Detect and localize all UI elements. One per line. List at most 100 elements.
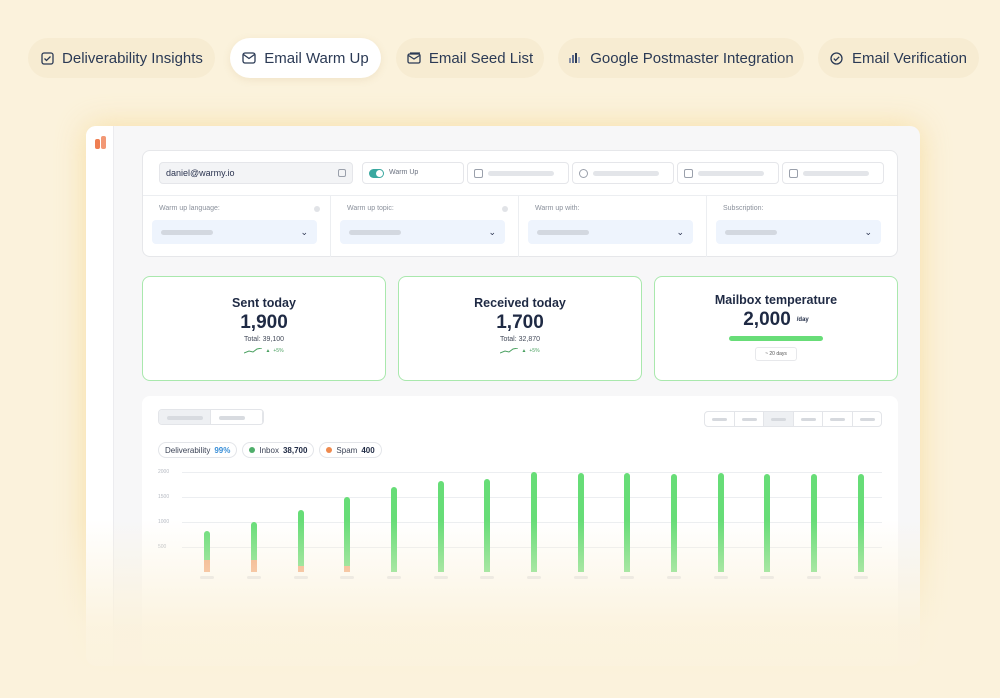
inbox-dot: [249, 447, 256, 453]
chevron-down-icon: ⌄: [864, 227, 872, 237]
view-option[interactable]: [159, 410, 211, 424]
chevron-down-icon: ⌄: [676, 227, 684, 237]
select-box[interactable]: ⌄: [152, 220, 317, 244]
check-square-icon: [40, 51, 54, 65]
deliverability-label: Deliverability: [165, 445, 211, 455]
tab-label: Deliverability Insights: [62, 49, 203, 67]
copy-icon[interactable]: [338, 169, 346, 177]
view-option[interactable]: [211, 410, 263, 424]
tab-label: Email Warm Up: [264, 49, 369, 67]
gear-icon: [579, 169, 588, 178]
spam-pill[interactable]: Spam 400: [319, 442, 382, 458]
select-box[interactable]: ⌄: [340, 220, 505, 244]
info-icon: [502, 206, 508, 212]
select-warmup-with: Warm up with: ⌄: [519, 196, 707, 257]
days-badge: ~ 20 days: [755, 347, 797, 361]
range-option[interactable]: [823, 412, 853, 426]
check-circle-icon: [830, 51, 844, 65]
inbox-value: 38,700: [282, 445, 308, 455]
inbox-pill[interactable]: Inbox 38,700: [242, 442, 315, 458]
chart-legend: Deliverability 99% Inbox 38,700 Spam 400: [158, 442, 382, 458]
settings-control-sync[interactable]: [467, 162, 569, 184]
select-label: Subscription:: [723, 205, 764, 212]
tab-label: Email Seed List: [428, 49, 534, 67]
mail-list-icon: [407, 51, 421, 65]
settings-control-gear[interactable]: [572, 162, 674, 184]
card-total: Total: 39,100: [243, 336, 285, 343]
sparkline-icon: [244, 348, 263, 354]
info-icon: [314, 206, 320, 212]
inbox-label: Inbox: [259, 445, 279, 455]
tab-label: Google Postmaster Integration: [590, 49, 794, 67]
bars-icon: [568, 51, 582, 65]
settings-control-schedule[interactable]: [782, 162, 884, 184]
chevron-down-icon: ⌄: [488, 227, 496, 237]
tab-deliverability-insights[interactable]: Deliverability Insights: [28, 38, 215, 78]
chart-view-switch: [158, 409, 264, 425]
received-today-card: Received today 1,700 Total: 32,870 ▲ +5%: [398, 276, 642, 381]
placeholder: [725, 230, 777, 235]
placeholder: [161, 230, 213, 235]
select-label: Warm up language:: [159, 205, 220, 212]
spam-label: Spam: [336, 445, 358, 455]
mailbox-email-field[interactable]: daniel@warmy.io: [159, 162, 353, 184]
card-value-row: 2,000/day: [655, 309, 897, 331]
tab-email-warm-up[interactable]: Email Warm Up: [230, 38, 381, 78]
range-option[interactable]: [794, 412, 823, 426]
warmup-toggle-label: Warm Up: [389, 169, 419, 176]
select-warmup-language: Warm up language: ⌄: [143, 196, 331, 257]
schedule-icon: [789, 169, 798, 178]
up-arrow-icon: ▲: [521, 348, 527, 354]
deliverability-value: 99%: [214, 445, 231, 455]
y-tick-label: 2000: [158, 469, 170, 475]
bottom-fade: [0, 520, 1000, 698]
select-label: Warm up topic:: [347, 205, 394, 212]
placeholder: [593, 171, 659, 176]
warmup-toggle-control[interactable]: Warm Up: [362, 162, 464, 184]
tab-email-seed-list[interactable]: Email Seed List: [396, 38, 544, 78]
card-title: Mailbox temperature: [714, 293, 838, 307]
placeholder: [488, 171, 554, 176]
card-value: 1,700: [496, 312, 544, 333]
sparkline-icon: [500, 348, 519, 354]
range-option[interactable]: [705, 412, 735, 426]
deliverability-pill: Deliverability 99%: [158, 442, 238, 458]
card-title: Received today: [474, 296, 566, 310]
range-option[interactable]: [853, 412, 882, 426]
warmy-logo: [95, 136, 107, 150]
chevron-down-icon: ⌄: [300, 227, 308, 237]
tab-email-verification[interactable]: Email Verification: [818, 38, 979, 78]
spam-value: 400: [361, 445, 375, 455]
placeholder: [349, 230, 401, 235]
trend-indicator: ▲ +5%: [399, 348, 641, 354]
tab-google-postmaster-integration[interactable]: Google Postmaster Integration: [558, 38, 804, 78]
range-option[interactable]: [735, 412, 764, 426]
warmup-toggle[interactable]: [369, 169, 384, 178]
select-subscription: Subscription: ⌄: [707, 196, 895, 257]
card-total: Total: 32,870: [499, 336, 541, 343]
select-box[interactable]: ⌄: [528, 220, 693, 244]
mailbox-settings: daniel@warmy.io Warm Up Warm up language…: [142, 150, 898, 257]
temperature-bar: [729, 336, 823, 341]
feature-tabs: Deliverability Insights Email Warm Up Em…: [0, 38, 1000, 78]
tab-label: Email Verification: [851, 49, 968, 67]
range-option[interactable]: [764, 412, 794, 426]
settings-control-calendar[interactable]: [677, 162, 779, 184]
placeholder: [537, 230, 589, 235]
card-value: 1,900: [240, 312, 288, 333]
trend-indicator: ▲ +5%: [143, 348, 385, 354]
mailbox-temperature-card: Mailbox temperature 2,000/day ~ 20 days: [654, 276, 898, 381]
spam-dot: [326, 447, 333, 453]
y-tick-label: 1500: [158, 494, 170, 500]
card-title: Sent today: [232, 296, 296, 310]
card-value: 2,000: [743, 309, 791, 330]
select-warmup-topic: Warm up topic: ⌄: [331, 196, 519, 257]
select-box[interactable]: ⌄: [716, 220, 881, 244]
up-arrow-icon: ▲: [265, 348, 271, 354]
trend-value: +5%: [529, 348, 540, 354]
sent-today-card: Sent today 1,900 Total: 39,100 ▲ +5%: [142, 276, 386, 381]
placeholder: [803, 171, 869, 176]
trend-value: +5%: [273, 348, 284, 354]
calendar-icon: [684, 169, 693, 178]
divider: [143, 195, 897, 196]
